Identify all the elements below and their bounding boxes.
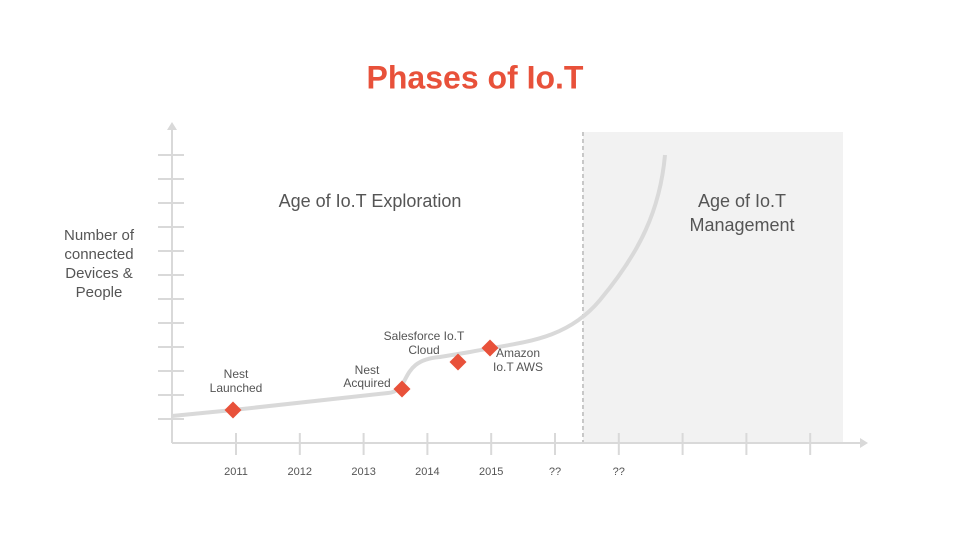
x-arrow	[860, 438, 868, 448]
milestone-label: Nest	[355, 363, 380, 377]
x-label: 2013	[351, 466, 375, 478]
milestone-marker	[481, 339, 499, 357]
phase-label: Management	[689, 215, 794, 235]
milestone-label: Nest	[224, 367, 249, 381]
phase-label: Age of Io.T	[698, 191, 786, 211]
x-label: ??	[549, 466, 561, 478]
x-labels: 2011 2012 2013 2014 2015????	[224, 466, 625, 478]
y-axis-label: connected	[64, 246, 133, 263]
milestone-label: Amazon	[496, 346, 540, 360]
y-axis-label: People	[76, 284, 123, 301]
y-axis-label: Number of	[64, 227, 135, 244]
phase-label: Age of Io.T Exploration	[279, 191, 462, 211]
milestone-marker	[224, 401, 242, 419]
milestone-label: Salesforce Io.T	[384, 329, 465, 343]
y-axis-label: Devices &	[65, 265, 133, 282]
title: Phases of Io.T	[367, 59, 584, 95]
milestone-label: Launched	[210, 381, 263, 395]
x-label: 2014	[415, 466, 439, 478]
milestone-markers	[224, 339, 499, 419]
y-arrow	[167, 122, 177, 130]
milestone-label: Io.T AWS	[493, 360, 543, 374]
ticks	[158, 154, 812, 455]
growth-curve	[171, 154, 667, 418]
milestone-marker	[449, 353, 467, 371]
x-label: 2015	[479, 466, 503, 478]
x-label: ??	[613, 466, 625, 478]
management-region	[583, 132, 843, 443]
milestone-label: Cloud	[408, 343, 439, 357]
milestone-marker	[393, 380, 411, 398]
x-label: 2012	[288, 466, 312, 478]
x-label: 2011	[224, 466, 248, 478]
milestone-label: Acquired	[343, 376, 390, 390]
